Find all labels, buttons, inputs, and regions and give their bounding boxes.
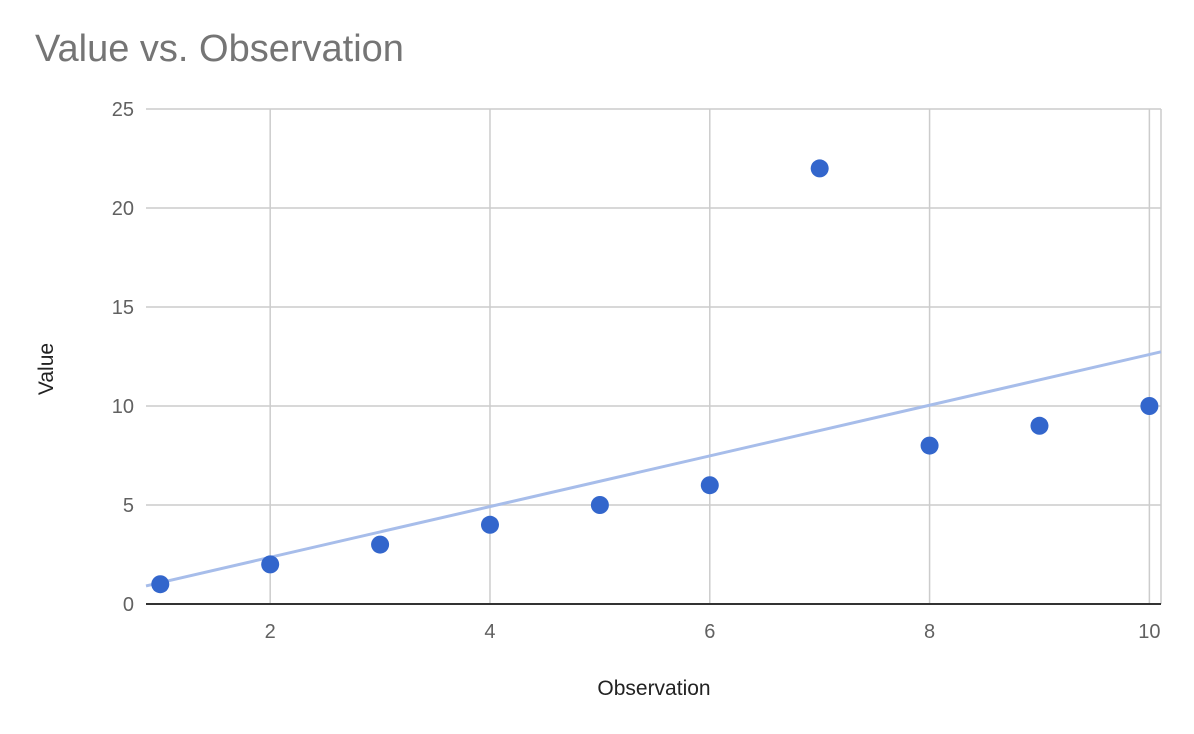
data-point — [920, 436, 939, 455]
y-tick-labels: 0 5 10 15 20 25 — [112, 99, 134, 616]
data-points — [151, 159, 1159, 594]
x-tick-label: 2 — [265, 621, 276, 643]
y-tick-label: 0 — [123, 594, 134, 616]
data-point — [151, 575, 170, 594]
x-tick-label: 6 — [704, 621, 715, 643]
data-point — [480, 515, 499, 534]
data-point — [810, 159, 829, 178]
y-tick-label: 25 — [112, 99, 134, 121]
data-point — [1030, 416, 1049, 435]
data-point — [1140, 397, 1159, 415]
chart-title: Value vs. Observation — [35, 28, 404, 70]
y-axis-title: Value — [35, 343, 58, 395]
x-tick-label: 8 — [924, 621, 935, 643]
data-point — [700, 476, 719, 495]
x-tick-labels: 2 4 6 8 10 — [265, 621, 1161, 643]
y-tick-label: 20 — [112, 198, 134, 220]
x-axis-title: Observation — [597, 677, 710, 700]
trendline — [145, 350, 1162, 588]
data-point — [261, 555, 280, 574]
y-tick-label: 10 — [112, 396, 134, 418]
y-tick-label: 5 — [123, 495, 134, 517]
x-tick-label: 4 — [484, 621, 495, 643]
data-point — [371, 535, 390, 554]
x-tick-label: 10 — [1138, 621, 1160, 643]
y-tick-label: 15 — [112, 297, 134, 319]
data-point — [590, 496, 609, 514]
grid — [146, 108, 1162, 604]
